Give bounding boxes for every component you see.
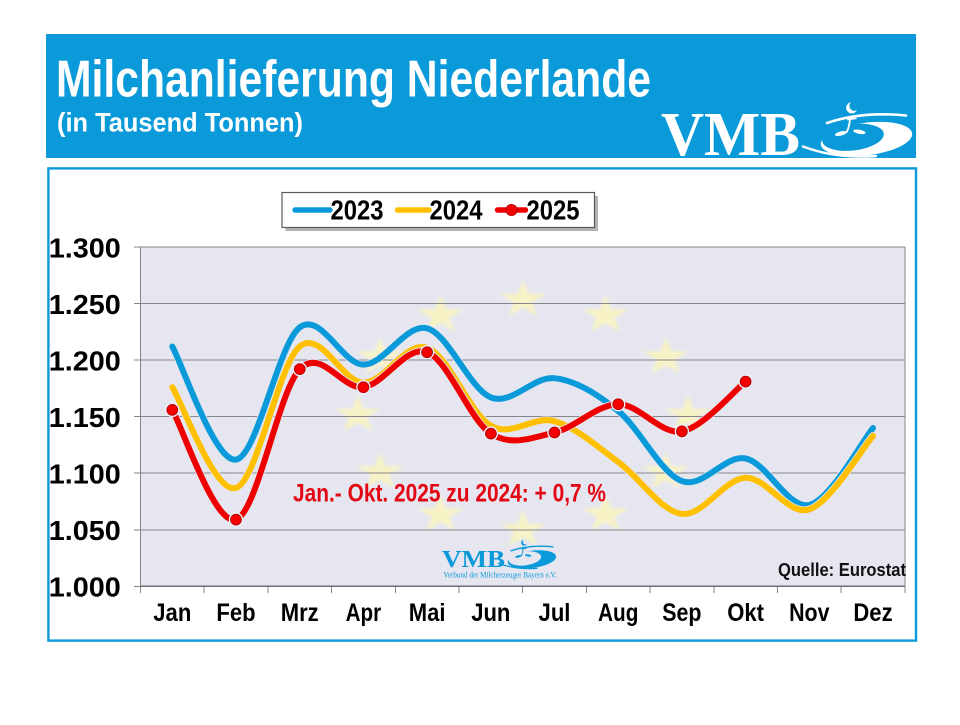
svg-text:Aug: Aug bbox=[598, 599, 638, 627]
svg-text:Nov: Nov bbox=[789, 599, 829, 627]
svg-text:Verbund der Milcherzeuger Baye: Verbund der Milcherzeuger Bayern e.V. bbox=[444, 570, 557, 580]
svg-text:2023: 2023 bbox=[331, 195, 384, 226]
svg-text:1.100: 1.100 bbox=[49, 459, 121, 490]
svg-text:1.300: 1.300 bbox=[49, 232, 121, 263]
svg-text:1.250: 1.250 bbox=[49, 289, 121, 320]
svg-text:Jan: Jan bbox=[153, 599, 191, 627]
svg-text:Feb: Feb bbox=[216, 599, 255, 627]
svg-text:Milchanlieferung Niederlande: Milchanlieferung Niederlande bbox=[56, 51, 651, 109]
svg-text:1.150: 1.150 bbox=[49, 402, 121, 433]
svg-text:2024: 2024 bbox=[430, 195, 484, 226]
svg-text:VMB: VMB bbox=[442, 547, 505, 573]
svg-text:Jul: Jul bbox=[539, 599, 571, 627]
svg-text:VMB: VMB bbox=[661, 101, 800, 169]
svg-text:1.200: 1.200 bbox=[49, 345, 121, 376]
svg-text:Jan.- Okt. 2025 zu 2024: + 0,7: Jan.- Okt. 2025 zu 2024: + 0,7 % bbox=[293, 480, 606, 508]
svg-text:1.050: 1.050 bbox=[49, 515, 121, 546]
svg-text:1.000: 1.000 bbox=[49, 572, 121, 603]
svg-text:Mrz: Mrz bbox=[281, 599, 319, 627]
svg-text:Jun: Jun bbox=[471, 599, 510, 627]
svg-text:Okt: Okt bbox=[727, 599, 764, 627]
svg-text:Mai: Mai bbox=[409, 599, 446, 627]
svg-text:Apr: Apr bbox=[346, 599, 382, 627]
svg-text:(in Tausend Tonnen): (in Tausend Tonnen) bbox=[57, 108, 303, 138]
svg-text:Quelle: Eurostat: Quelle: Eurostat bbox=[778, 559, 906, 580]
svg-text:Dez: Dez bbox=[853, 599, 892, 627]
svg-text:2025: 2025 bbox=[527, 195, 580, 226]
svg-text:Sep: Sep bbox=[662, 599, 701, 627]
